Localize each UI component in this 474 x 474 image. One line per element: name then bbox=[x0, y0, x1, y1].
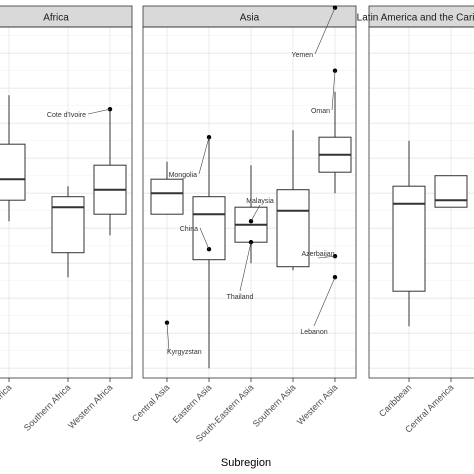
box-iqr bbox=[392, 185, 426, 292]
box-2-0 bbox=[392, 140, 426, 327]
outlier-leader bbox=[87, 108, 111, 115]
x-tick-label: Southern Asia bbox=[251, 382, 298, 429]
box-iqr bbox=[434, 175, 468, 208]
box-1-0: Kyrgyzstan bbox=[150, 161, 202, 356]
box-iqr bbox=[0, 143, 26, 201]
box-0-1 bbox=[51, 186, 85, 278]
outlier-label: Malaysia bbox=[246, 198, 274, 205]
box-iqr bbox=[150, 178, 184, 215]
facet-strip-label: Asia bbox=[240, 13, 260, 24]
facet-2: Latin America and the Caribbean Caribbean… bbox=[357, 5, 474, 435]
box-1-2: Malaysia Thailand bbox=[227, 165, 274, 301]
outlier-label: Thailand bbox=[227, 294, 254, 301]
outlier-leader bbox=[239, 242, 252, 292]
x-tick-label: Caribbean bbox=[377, 382, 413, 418]
x-tick-label: Central Asia bbox=[130, 382, 171, 423]
x-tick-label: Southern Africa bbox=[22, 382, 73, 433]
x-tick-label: Western Asia bbox=[295, 382, 339, 426]
outlier-leader bbox=[331, 70, 336, 111]
facet-1: Asia Kyrgyzstan Mongolia China Malaysia Thail… bbox=[130, 5, 357, 444]
box-1-1: Mongolia China bbox=[169, 135, 226, 369]
outlier-leader bbox=[166, 322, 170, 352]
facet-0: Africa Cote d'Ivoire Eastern Africa Souther… bbox=[0, 5, 133, 433]
x-axis-title: Subregion bbox=[221, 457, 271, 469]
outlier-leader bbox=[198, 137, 210, 175]
panel-border bbox=[368, 26, 474, 379]
outlier-label: Lebanon bbox=[300, 329, 327, 336]
outlier-leader bbox=[313, 277, 336, 327]
outlier-label: Cote d'Ivoire bbox=[47, 112, 86, 119]
facet-strip-label: Africa bbox=[43, 13, 69, 24]
outlier-label: Oman bbox=[311, 108, 330, 115]
outlier-leader bbox=[314, 7, 336, 55]
box-0-0 bbox=[0, 95, 26, 222]
x-tick-label: Western Africa bbox=[66, 382, 114, 430]
outlier-label: Azerbaijan bbox=[301, 251, 334, 258]
outlier-label: Kyrgyzstan bbox=[167, 349, 202, 356]
x-tick-label: Eastern Asia bbox=[171, 382, 214, 425]
box-iqr bbox=[276, 189, 310, 268]
outlier-label: China bbox=[180, 226, 198, 233]
box-iqr bbox=[51, 196, 85, 254]
outlier-leader bbox=[250, 204, 261, 222]
outlier-label: Mongolia bbox=[169, 172, 198, 179]
panel-border bbox=[142, 26, 357, 379]
outlier-leader bbox=[317, 255, 336, 259]
panel-border bbox=[0, 26, 133, 379]
outlier-leader bbox=[199, 227, 210, 250]
box-1-4: Yemen Oman Azerbaijan Lebanon bbox=[291, 5, 352, 336]
x-tick-label: Eastern Africa bbox=[0, 382, 13, 429]
box-0-2: Cote d'Ivoire bbox=[47, 107, 127, 236]
box-1-3 bbox=[276, 130, 310, 271]
box-2-1 bbox=[434, 175, 468, 208]
facet-strip-label: Latin America and the Caribbean bbox=[357, 13, 474, 24]
outlier-label: Yemen bbox=[291, 52, 313, 59]
